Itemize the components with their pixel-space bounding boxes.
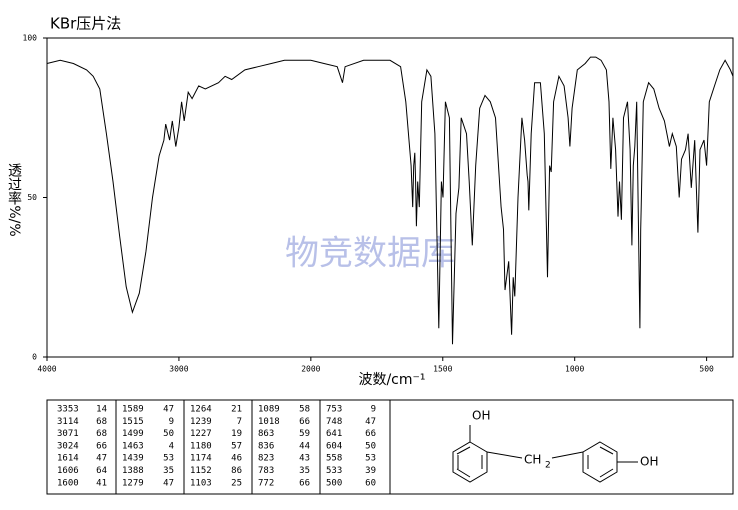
- peak-wavenumber: 1239: [190, 417, 212, 427]
- peak-transmittance: 39: [365, 466, 376, 476]
- x-tick-label: 4000: [37, 365, 56, 374]
- plot-frame: [46, 37, 734, 358]
- spectrum-line: [46, 56, 734, 345]
- peak-wavenumber: 1606: [57, 466, 79, 476]
- peak-wavenumber: 1018: [258, 417, 280, 427]
- bond: [599, 446, 614, 455]
- peak-wavenumber: 1089: [258, 405, 280, 415]
- peak-wavenumber: 1499: [122, 429, 144, 439]
- peak-transmittance: 66: [299, 417, 310, 427]
- peak-transmittance: 9: [371, 405, 376, 415]
- peak-wavenumber: 836: [258, 441, 274, 451]
- peak-transmittance: 35: [299, 466, 310, 476]
- oh-label: OH: [640, 455, 658, 469]
- peak-wavenumber: 1515: [122, 417, 144, 427]
- x-tick-label: 1500: [433, 365, 452, 374]
- x-tick-label: 3000: [169, 365, 188, 374]
- peak-wavenumber: 558: [326, 454, 342, 464]
- peak-transmittance: 47: [365, 417, 376, 427]
- peak-transmittance: 64: [96, 466, 107, 476]
- peak-transmittance: 53: [163, 454, 174, 464]
- peak-wavenumber: 1174: [190, 454, 212, 464]
- ring-right: [582, 441, 618, 483]
- peak-transmittance: 57: [231, 441, 242, 451]
- chart-title: KBr压片法: [50, 15, 121, 33]
- x-axis-label: 波数/cm⁻¹: [358, 372, 425, 388]
- peak-wavenumber: 500: [326, 478, 342, 488]
- peak-wavenumber: 1614: [57, 454, 79, 464]
- peak-wavenumber: 1463: [122, 441, 144, 451]
- bond: [456, 468, 471, 478]
- y-tick-label: 50: [27, 193, 37, 202]
- bond: [456, 446, 471, 455]
- peak-wavenumber: 748: [326, 417, 342, 427]
- peak-transmittance: 66: [299, 478, 310, 488]
- peak-wavenumber: 604: [326, 441, 342, 451]
- peak-wavenumber: 1279: [122, 478, 144, 488]
- peak-transmittance: 4: [169, 441, 174, 451]
- peak-transmittance: 19: [231, 429, 242, 439]
- peak-transmittance: 68: [96, 417, 107, 427]
- peak-transmittance: 60: [365, 478, 376, 488]
- peak-wavenumber: 533: [326, 466, 342, 476]
- peak-transmittance: 59: [299, 429, 310, 439]
- peak-transmittance: 47: [96, 454, 107, 464]
- peak-transmittance: 7: [237, 417, 242, 427]
- peak-transmittance: 14: [96, 405, 107, 415]
- peak-wavenumber: 753: [326, 405, 342, 415]
- peak-transmittance: 21: [231, 405, 242, 415]
- peak-transmittance: 41: [96, 478, 107, 488]
- peak-transmittance: 47: [163, 405, 174, 415]
- peak-wavenumber: 783: [258, 466, 274, 476]
- structure: [452, 425, 638, 483]
- peak-transmittance: 66: [365, 429, 376, 439]
- bond: [551, 451, 584, 459]
- x-tick-label: 2000: [301, 365, 320, 374]
- bond: [486, 451, 523, 459]
- peak-transmittance: 44: [299, 441, 310, 451]
- y-tick-label: 100: [23, 34, 38, 43]
- y-axis-label: 透过率%/%: [6, 163, 22, 236]
- peak-wavenumber: 1180: [190, 441, 212, 451]
- peak-wavenumber: 1388: [122, 466, 144, 476]
- peak-wavenumber: 1152: [190, 466, 212, 476]
- peak-transmittance: 58: [299, 405, 310, 415]
- peak-transmittance: 50: [365, 441, 376, 451]
- peak-wavenumber: 1103: [190, 478, 212, 488]
- peak-transmittance: 47: [163, 478, 174, 488]
- peak-transmittance: 68: [96, 429, 107, 439]
- peak-transmittance: 9: [169, 417, 174, 427]
- peak-transmittance: 35: [163, 466, 174, 476]
- peak-transmittance: 46: [231, 454, 242, 464]
- peak-transmittance: 86: [231, 466, 242, 476]
- oh-label: OH: [472, 409, 490, 423]
- peak-transmittance: 50: [163, 429, 174, 439]
- bond: [599, 468, 614, 478]
- peak-wavenumber: 641: [326, 429, 342, 439]
- peak-wavenumber: 823: [258, 454, 274, 464]
- peak-wavenumber: 1264: [190, 405, 212, 415]
- peak-wavenumber: 3353: [57, 405, 79, 415]
- peak-wavenumber: 1589: [122, 405, 144, 415]
- peak-transmittance: 66: [96, 441, 107, 451]
- peak-wavenumber: 3071: [57, 429, 79, 439]
- peak-transmittance: 43: [299, 454, 310, 464]
- ch-label: CH: [524, 453, 541, 467]
- peak-transmittance: 53: [365, 454, 376, 464]
- peak-wavenumber: 3024: [57, 441, 79, 451]
- subscript: 2: [545, 461, 551, 471]
- x-tick-label: 500: [699, 365, 714, 374]
- peak-transmittance: 25: [231, 478, 242, 488]
- peak-wavenumber: 1600: [57, 478, 79, 488]
- peak-wavenumber: 772: [258, 478, 274, 488]
- peak-wavenumber: 1227: [190, 429, 212, 439]
- y-tick-label: 0: [32, 353, 37, 362]
- peak-wavenumber: 3114: [57, 417, 79, 427]
- peak-wavenumber: 1439: [122, 454, 144, 464]
- peak-wavenumber: 863: [258, 429, 274, 439]
- watermark: 物竞数据库: [285, 234, 455, 274]
- x-tick-label: 1000: [565, 365, 584, 374]
